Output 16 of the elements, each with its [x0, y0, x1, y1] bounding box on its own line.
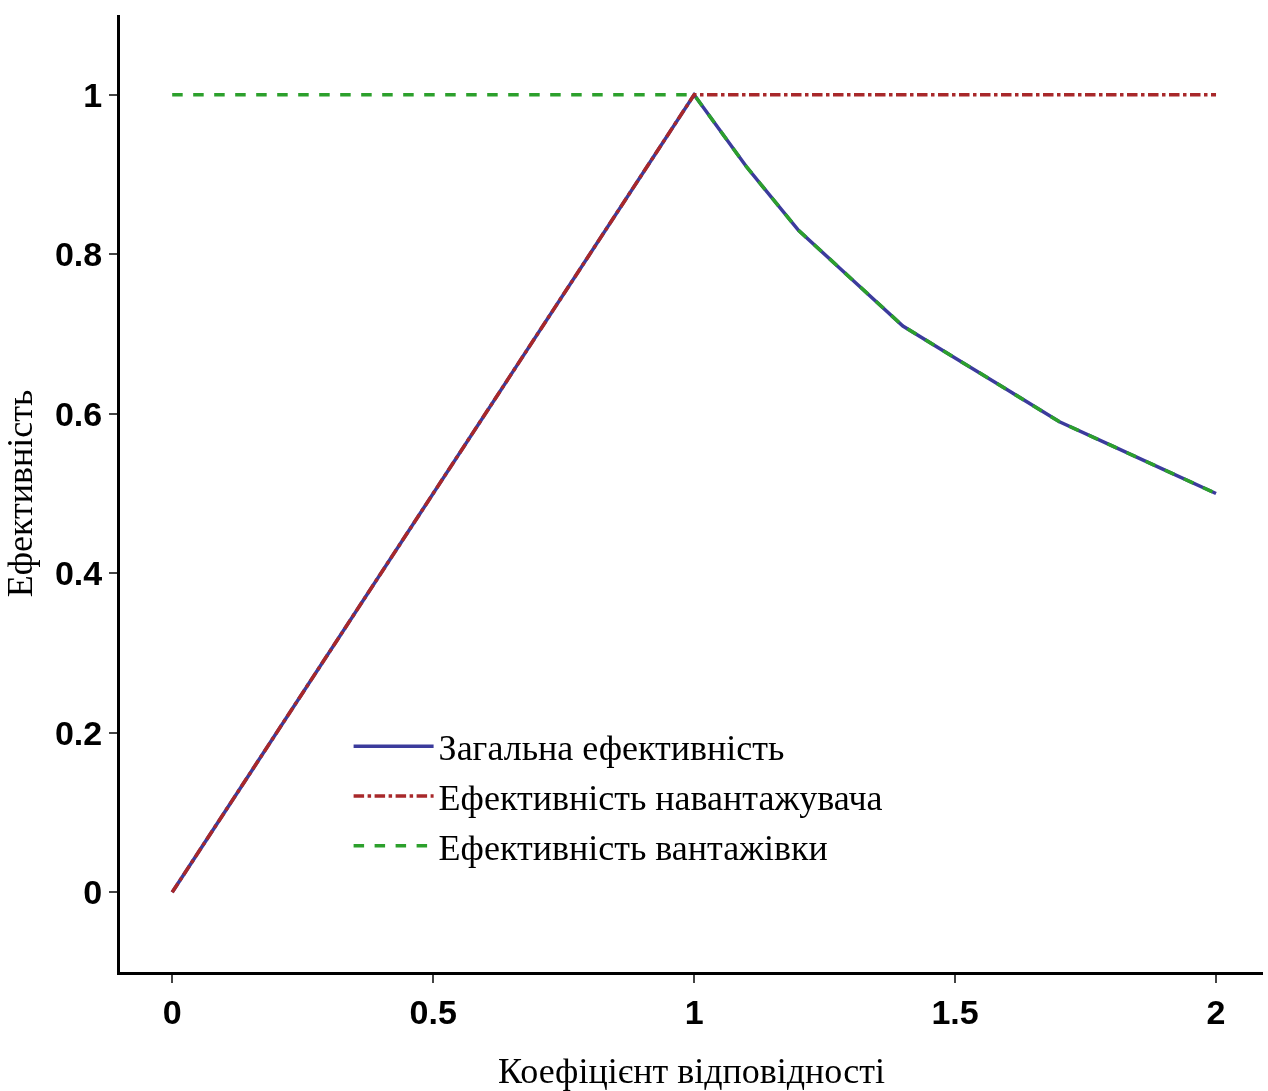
x-tick-label: 0.5 [409, 992, 457, 1031]
legend-label: Ефективність навантажувача [438, 778, 883, 819]
legend-label: Ефективність вантажівки [438, 827, 828, 868]
x-tick-label: 2 [1206, 992, 1226, 1031]
y-tick-label: 0 [83, 873, 103, 912]
y-tick-label: 0.6 [54, 394, 103, 433]
y-axis-title: Ефективність [0, 389, 40, 598]
x-tick-label: 0 [162, 992, 182, 1031]
x-axis-title: Коефіцієнт відповідності [498, 1051, 885, 1091]
legend-label: Загальна ефективність [438, 728, 785, 769]
y-tick-label: 0.4 [54, 554, 103, 593]
x-tick-label: 1 [684, 992, 704, 1031]
y-tick-label: 1 [83, 75, 103, 114]
x-tick-label: 1.5 [931, 992, 979, 1031]
y-tick-label: 0.8 [54, 235, 103, 274]
y-tick-label: 0.2 [54, 713, 103, 752]
